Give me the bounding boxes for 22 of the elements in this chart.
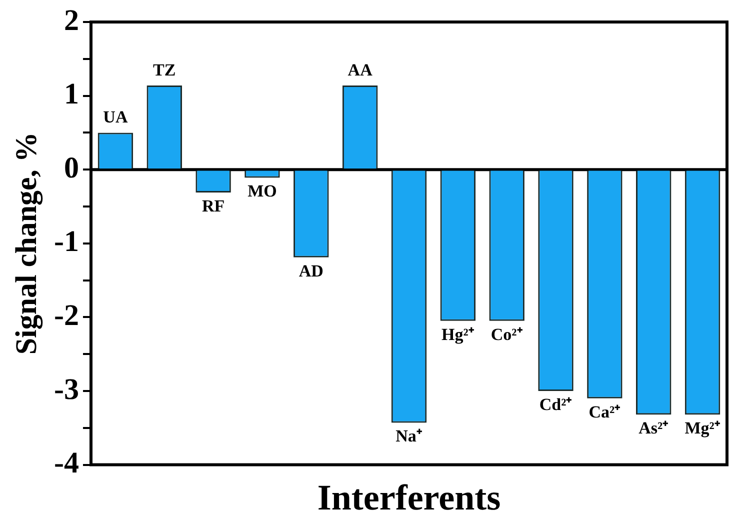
x-tick-label: Cd²⁺ bbox=[539, 394, 572, 414]
x-tick-label: AD bbox=[298, 261, 324, 280]
x-tick-label: As²⁺ bbox=[638, 418, 669, 438]
y-tick-label: -1 bbox=[54, 225, 79, 258]
x-tick-label: Na⁺ bbox=[396, 426, 422, 446]
x-tick-label: Hg²⁺ bbox=[442, 324, 474, 344]
y-tick-label: -4 bbox=[54, 446, 79, 480]
y-tick-label: 0 bbox=[64, 151, 79, 184]
y-tick-label: -3 bbox=[54, 372, 79, 406]
y-axis-title: Signal change, % bbox=[10, 132, 43, 355]
x-tick-label: RF bbox=[202, 196, 225, 216]
x-tick-label: Co²⁺ bbox=[490, 324, 523, 344]
x-axis-title: Interferents bbox=[317, 478, 501, 518]
x-tick-label: MO bbox=[248, 182, 277, 201]
y-tick-label: 2 bbox=[64, 4, 79, 37]
x-tick-label: AA bbox=[348, 60, 374, 80]
x-tick-label: Ca²⁺ bbox=[588, 402, 621, 422]
x-tick-label: TZ bbox=[153, 60, 176, 80]
x-tick-label: Mg²⁺ bbox=[684, 418, 720, 438]
y-tick-label: 1 bbox=[64, 78, 79, 111]
y-tick-label: -2 bbox=[54, 298, 79, 332]
x-tick-label: UA bbox=[103, 108, 128, 127]
